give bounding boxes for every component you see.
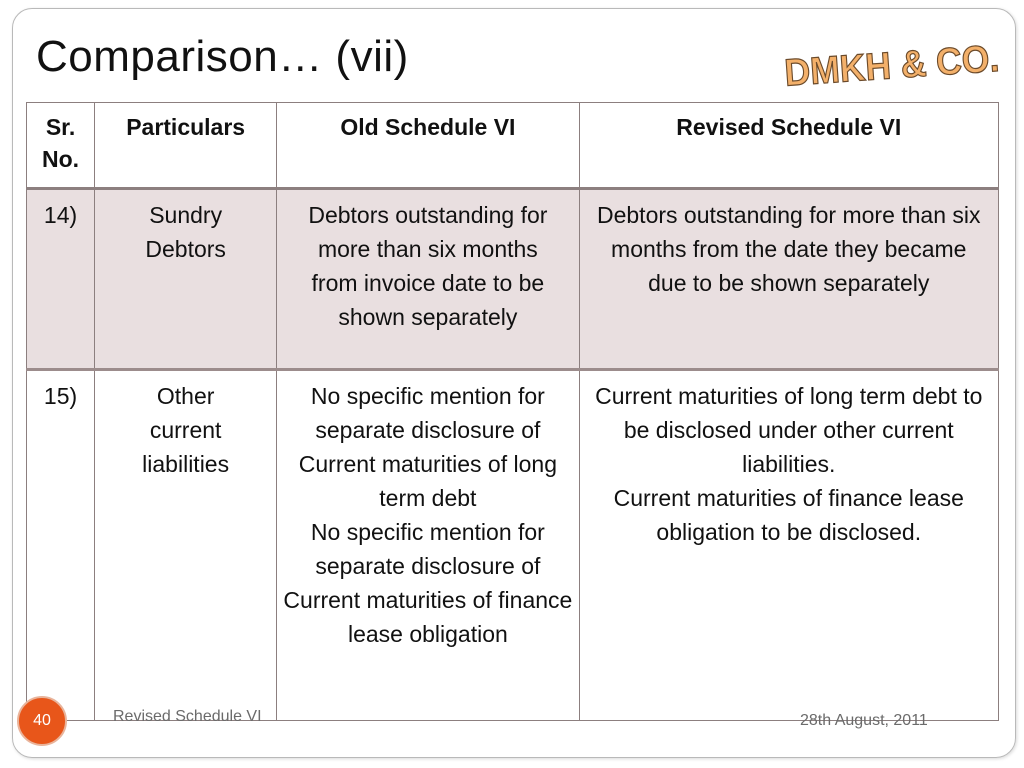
header-revised-schedule: Revised Schedule VI (578, 102, 1000, 190)
cell-revised-schedule: Current maturities of long term debt to … (578, 369, 1000, 721)
svg-text:DMKH & CO.: DMKH & CO. (783, 38, 1000, 90)
cell-sr-no: 14) (25, 188, 96, 371)
page-number-badge: 40 (17, 696, 67, 746)
footer-presentation-title: Revised Schedule VI (113, 708, 262, 725)
revised-schedule-note-long-term-debt: Current maturities of long term debt to … (595, 383, 983, 477)
old-schedule-note-finance-lease: No specific mention for separate disclos… (283, 519, 573, 647)
footer-date: 28th August, 2011 (800, 712, 928, 729)
old-schedule-note-long-term-debt: No specific mention for separate disclos… (298, 383, 557, 511)
cell-particulars: Other current liabilities (94, 369, 278, 721)
table-header-row: Sr. No. Particulars Old Schedule VI Revi… (25, 102, 1000, 190)
slide-frame (12, 8, 1016, 758)
comparison-table: Sr. No. Particulars Old Schedule VI Revi… (25, 102, 1000, 721)
cell-revised-schedule: Debtors outstanding for more than six mo… (578, 188, 1000, 371)
cell-old-schedule: Debtors outstanding for more than six mo… (276, 188, 580, 371)
header-sr-no: Sr. No. (25, 102, 96, 190)
revised-schedule-note-finance-lease: Current maturities of finance lease obli… (613, 485, 964, 545)
header-old-schedule: Old Schedule VI (276, 102, 580, 190)
header-particulars: Particulars (94, 102, 278, 190)
cell-old-schedule: No specific mention for separate disclos… (276, 369, 580, 721)
comparison-table-container: Sr. No. Particulars Old Schedule VI Revi… (25, 102, 1000, 721)
cell-sr-no: 15) (25, 369, 96, 721)
table-row: 15) Other current liabilities No specifi… (25, 369, 1000, 721)
cell-particulars: Sundry Debtors (94, 188, 278, 371)
slide-title: Comparison… (vii) (36, 32, 409, 81)
company-logo: DMKH & CO. (776, 30, 1016, 90)
table-row: 14) Sundry Debtors Debtors outstanding f… (25, 188, 1000, 371)
